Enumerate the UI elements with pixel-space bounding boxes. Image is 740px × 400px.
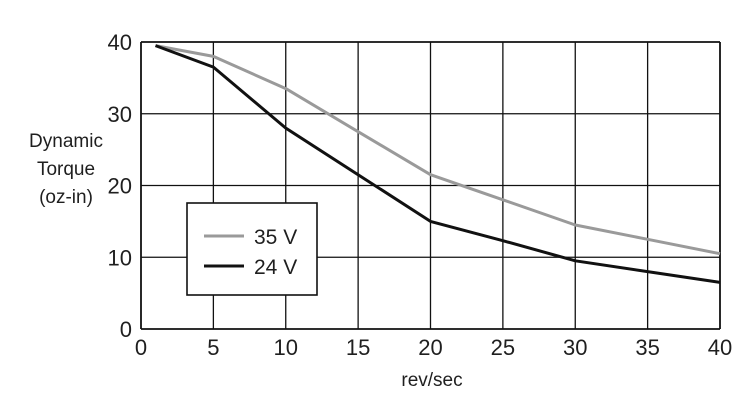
y-axis-label-line-1: Dynamic [29,131,103,152]
x-tick-label-5: 5 [207,335,219,360]
x-tick-label-0: 0 [135,335,147,360]
y-tick-label-40: 40 [108,30,132,55]
x-axis-label: rev/sec [401,370,462,391]
x-tick-label-40: 40 [708,335,732,360]
x-tick-label-25: 25 [491,335,515,360]
legend-label-35v: 35 V [254,226,297,249]
x-tick-label-20: 20 [418,335,442,360]
series-layer [154,44,721,284]
x-tick-label-10: 10 [274,335,298,360]
legend-box [186,202,318,296]
x-tick-label-30: 30 [563,335,587,360]
x-tick-label-15: 15 [346,335,370,360]
y-axis-label-line-2: Torque [37,159,95,180]
y-tick-label-20: 20 [108,174,132,199]
y-axis-label-line-3: (oz-in) [39,187,93,208]
y-tick-label-10: 10 [108,245,132,270]
y-tick-label-30: 30 [108,102,132,127]
legend: 35 V 24 V [186,202,318,296]
axis-layer: Dynamic Torque (oz-in) rev/sec 0 5 10 15 20 2… [29,30,732,391]
series-line-35v [155,44,721,256]
x-tick-label-35: 35 [635,335,659,360]
y-tick-label-0: 0 [120,317,132,342]
legend-label-24v: 24 V [254,256,297,279]
series-line-24v [154,44,721,284]
